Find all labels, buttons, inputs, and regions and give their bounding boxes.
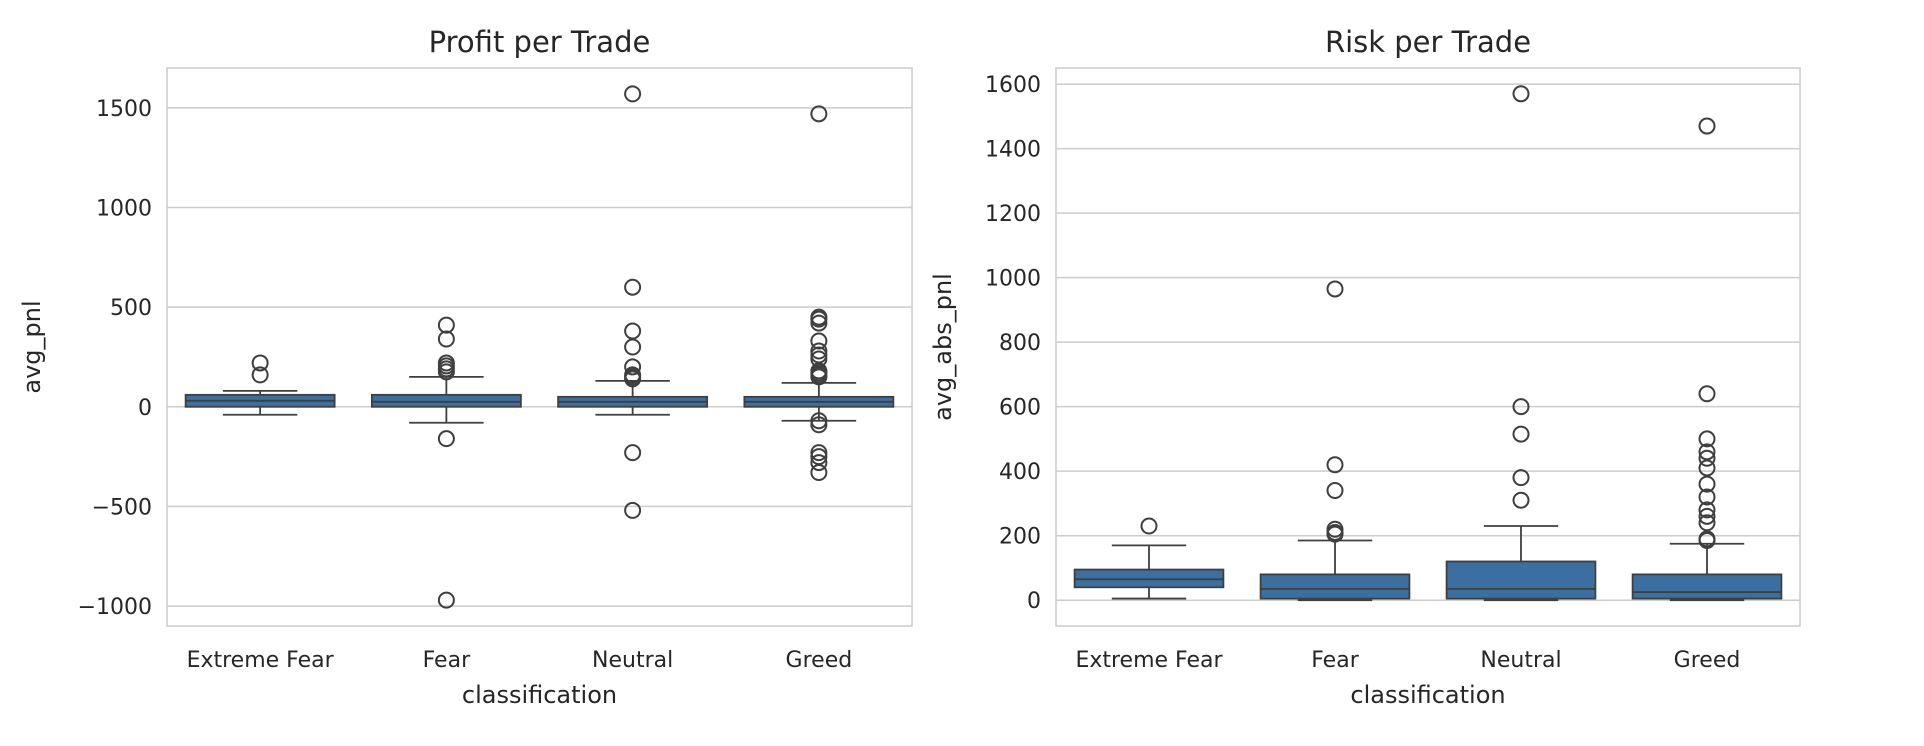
box-extreme-fear bbox=[1073, 517, 1225, 600]
outlier-point bbox=[1698, 117, 1716, 135]
outlier-point bbox=[1698, 449, 1716, 467]
outlier-point bbox=[624, 85, 642, 103]
outlier-point bbox=[810, 332, 828, 350]
outlier-point bbox=[810, 416, 828, 434]
iqr-box bbox=[1631, 573, 1783, 600]
outlier-point bbox=[1698, 507, 1716, 525]
outlier-point bbox=[1326, 280, 1344, 298]
y-tick-label: 0 bbox=[1027, 589, 1041, 614]
y-tick-label: 200 bbox=[999, 525, 1041, 550]
x-tick-label: Greed bbox=[1674, 648, 1741, 673]
chart-title: Profit per Trade bbox=[429, 25, 651, 59]
outlier-point bbox=[1698, 532, 1716, 550]
y-tick-label: 500 bbox=[110, 296, 152, 321]
outlier-point bbox=[1512, 469, 1530, 487]
outlier-point bbox=[251, 354, 269, 372]
box-extreme-fear bbox=[184, 354, 336, 416]
outlier-point bbox=[1698, 475, 1716, 493]
outlier-point bbox=[1698, 443, 1716, 461]
outlier-point bbox=[437, 591, 455, 609]
chart-title: Risk per Trade bbox=[1325, 25, 1531, 59]
y-axis-label: avg_abs_pnl bbox=[929, 273, 957, 421]
outlier-point bbox=[1698, 488, 1716, 506]
x-tick-label: Greed bbox=[786, 648, 853, 673]
outlier-point bbox=[810, 105, 828, 123]
outlier-point bbox=[1698, 430, 1716, 448]
outlier-point bbox=[624, 358, 642, 376]
y-tick-label: −500 bbox=[92, 495, 152, 520]
outlier-point bbox=[1326, 525, 1344, 543]
chart-panel-2: 0 200 400 600 800 1000 1200 1400 1600 Extreme Fea… bbox=[929, 25, 1801, 709]
plot-frame bbox=[1055, 67, 1801, 627]
x-tick-label: Extreme Fear bbox=[1075, 648, 1223, 673]
outlier-point bbox=[810, 454, 828, 472]
box-fear bbox=[370, 316, 522, 609]
box-fear bbox=[1259, 280, 1411, 602]
x-tick-label: Extreme Fear bbox=[187, 648, 335, 673]
y-tick-label: 800 bbox=[999, 331, 1041, 356]
outlier-point bbox=[1512, 398, 1530, 416]
y-tick-label: 0 bbox=[138, 396, 152, 421]
x-axis-label: classification bbox=[1350, 681, 1505, 709]
x-tick-label: Fear bbox=[423, 648, 471, 673]
outlier-point bbox=[437, 430, 455, 448]
y-axis-label: avg_pnl bbox=[18, 300, 46, 393]
outlier-point bbox=[1698, 514, 1716, 532]
outlier-point bbox=[437, 316, 455, 334]
outlier-point bbox=[624, 501, 642, 519]
outlier-point bbox=[624, 370, 642, 388]
y-tick-label: 1500 bbox=[96, 97, 152, 122]
y-tick-label: 1000 bbox=[96, 197, 152, 222]
box-greed bbox=[1631, 117, 1783, 602]
outlier-point bbox=[1140, 517, 1158, 535]
outlier-point bbox=[1326, 482, 1344, 500]
iqr-box bbox=[1445, 560, 1597, 600]
y-tick-label: 600 bbox=[999, 396, 1041, 421]
box-neutral bbox=[1445, 85, 1597, 602]
outlier-point bbox=[437, 363, 455, 381]
outlier-point bbox=[810, 314, 828, 332]
outlier-point bbox=[1512, 425, 1530, 443]
y-tick-label: −1000 bbox=[78, 595, 152, 620]
iqr-box bbox=[370, 393, 522, 408]
outlier-point bbox=[1698, 385, 1716, 403]
y-tick-label: 400 bbox=[999, 460, 1041, 485]
y-tick-label: 1000 bbox=[985, 267, 1041, 292]
outlier-point bbox=[624, 278, 642, 296]
outlier-point bbox=[624, 444, 642, 462]
x-tick-label: Neutral bbox=[1480, 648, 1561, 673]
outlier-point bbox=[1512, 491, 1530, 509]
y-tick-label: 1200 bbox=[985, 202, 1041, 227]
outlier-point bbox=[624, 338, 642, 356]
outlier-point bbox=[1698, 459, 1716, 477]
outlier-point bbox=[810, 464, 828, 482]
outlier-point bbox=[251, 366, 269, 384]
box-greed bbox=[743, 105, 895, 482]
outlier-point bbox=[1698, 501, 1716, 519]
outlier-point bbox=[624, 322, 642, 340]
outlier-point bbox=[437, 330, 455, 348]
x-tick-label: Fear bbox=[1311, 648, 1359, 673]
plot-frame bbox=[166, 67, 913, 627]
chart-panel-1: −1000 −500 0 500 1000 1500 Extreme Fear Fear Neu… bbox=[18, 25, 913, 709]
iqr-box bbox=[1259, 573, 1411, 600]
y-tick-label: 1400 bbox=[985, 138, 1041, 163]
outlier-point bbox=[810, 368, 828, 386]
box-neutral bbox=[557, 85, 709, 519]
x-axis-label: classification bbox=[462, 681, 617, 709]
outlier-point bbox=[1326, 456, 1344, 474]
y-tick-label: 1600 bbox=[985, 73, 1041, 98]
x-tick-label: Neutral bbox=[592, 648, 673, 673]
outlier-point bbox=[1512, 85, 1530, 103]
